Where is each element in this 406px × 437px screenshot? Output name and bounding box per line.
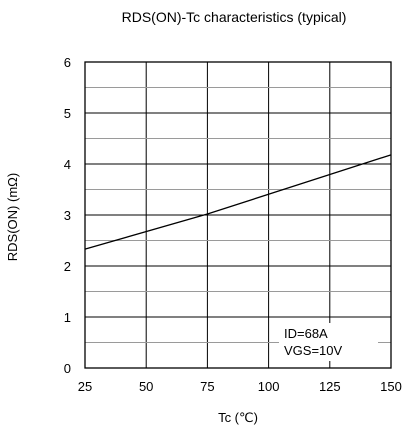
plot-frame bbox=[84, 61, 392, 369]
y-tick-label: 2 bbox=[64, 259, 71, 274]
series-line bbox=[84, 154, 392, 250]
x-tick-label: 50 bbox=[139, 379, 153, 394]
y-axis-label: RDS(ON) (mΩ) bbox=[5, 173, 20, 261]
x-tick-label: 25 bbox=[78, 379, 92, 394]
y-tick-label: 4 bbox=[64, 157, 71, 172]
y-tick-label: 3 bbox=[64, 208, 71, 223]
x-tick-label: 100 bbox=[258, 379, 280, 394]
annotation-id: ID=68A bbox=[284, 326, 328, 341]
annotation-box-bg bbox=[279, 323, 378, 361]
x-tick-label: 125 bbox=[319, 379, 341, 394]
y-tick-label: 1 bbox=[64, 310, 71, 325]
tick-labels: 25 50 75 100 125 150 0 1 2 3 4 5 6 bbox=[64, 55, 402, 394]
annotation-box: ID=68A VGS=10V bbox=[279, 323, 378, 361]
y-tick-label: 6 bbox=[64, 55, 71, 70]
chart-title: RDS(ON)-Tc characteristics (typical) bbox=[122, 9, 347, 25]
x-tick-label: 150 bbox=[380, 379, 402, 394]
y-tick-label: 5 bbox=[64, 106, 71, 121]
series-layer bbox=[84, 154, 392, 250]
y-tick-label: 0 bbox=[64, 361, 71, 376]
x-tick-label: 75 bbox=[200, 379, 214, 394]
x-axis-label: Tc (℃) bbox=[218, 410, 258, 425]
annotation-vgs: VGS=10V bbox=[284, 343, 343, 358]
grid bbox=[85, 62, 391, 368]
